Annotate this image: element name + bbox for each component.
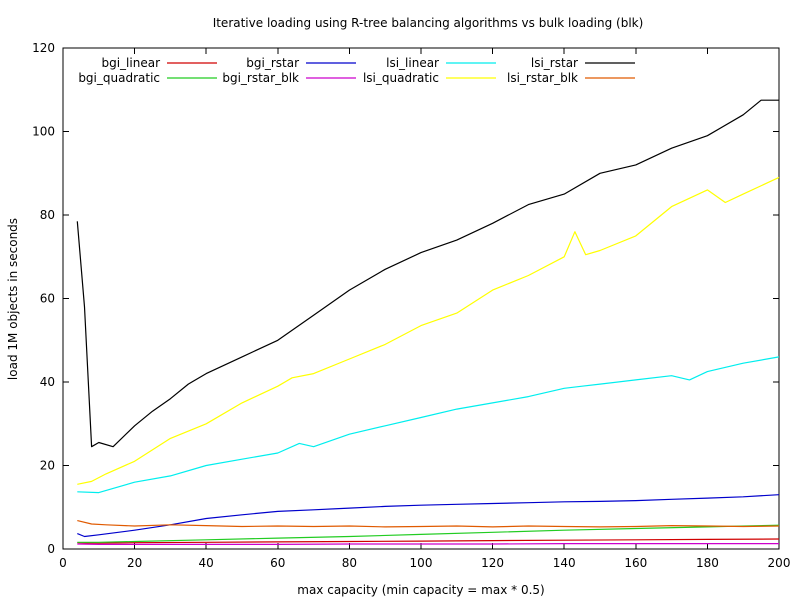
series-layer — [76, 99, 780, 546]
series-line-lsi-linear — [77, 356, 780, 494]
legend-label-bgi-rstar-blk: bgi_rstar_blk — [222, 71, 299, 85]
x-tick-label: 180 — [696, 556, 719, 570]
x-tick-label: 120 — [481, 556, 504, 570]
ticks-layer: 0 20 40 60 80 100 120 140 160 180 200 0 20 40 60 80 100 1… — [32, 41, 790, 570]
x-tick-label: 100 — [410, 556, 433, 570]
y-tick-label: 20 — [40, 459, 55, 473]
series-line-bgi-quadratic — [77, 524, 780, 543]
x-tick-label: 20 — [127, 556, 142, 570]
series-line-lsi-rstar — [76, 99, 779, 448]
legend-label-bgi-rstar: bgi_rstar — [246, 56, 299, 70]
series-line-bgi-rstar — [77, 494, 780, 538]
chart-title: Iterative loading using R-tree balancing… — [213, 16, 644, 30]
y-tick-label: 0 — [47, 542, 55, 556]
plot-frame — [62, 47, 780, 550]
x-tick-label: 80 — [342, 556, 357, 570]
series-line-bgi-rstar-blk — [77, 542, 779, 546]
y-tick-label: 80 — [40, 208, 55, 222]
y-tick-label: 100 — [32, 125, 55, 139]
x-axis-label: max capacity (min capacity = max * 0.5) — [297, 583, 544, 597]
y-tick-label: 40 — [40, 375, 55, 389]
legend-label-bgi-linear: bgi_linear — [101, 56, 160, 70]
series-line-lsi-rstar-blk — [77, 520, 780, 528]
legend-label-lsi-quadratic: lsi_quadratic — [363, 71, 439, 85]
x-tick-label: 60 — [270, 556, 285, 570]
legend-label-lsi-rstar-blk: lsi_rstar_blk — [507, 71, 578, 85]
y-tick-label: 60 — [40, 292, 55, 306]
x-tick-label: 160 — [624, 556, 647, 570]
legend-label-bgi-quadratic: bgi_quadratic — [78, 71, 160, 85]
x-tick-label: 200 — [768, 556, 791, 570]
series-line-bgi-linear — [77, 538, 780, 544]
x-tick-label: 0 — [59, 556, 67, 570]
y-tick-label: 120 — [32, 41, 55, 55]
legend-label-lsi-linear: lsi_linear — [386, 56, 439, 70]
x-tick-label: 140 — [553, 556, 576, 570]
series-line-lsi-quadratic — [77, 176, 780, 485]
y-axis-label: load 1M objects in seconds — [6, 218, 20, 380]
legend-label-lsi-rstar: lsi_rstar — [531, 56, 578, 70]
x-tick-label: 40 — [199, 556, 214, 570]
